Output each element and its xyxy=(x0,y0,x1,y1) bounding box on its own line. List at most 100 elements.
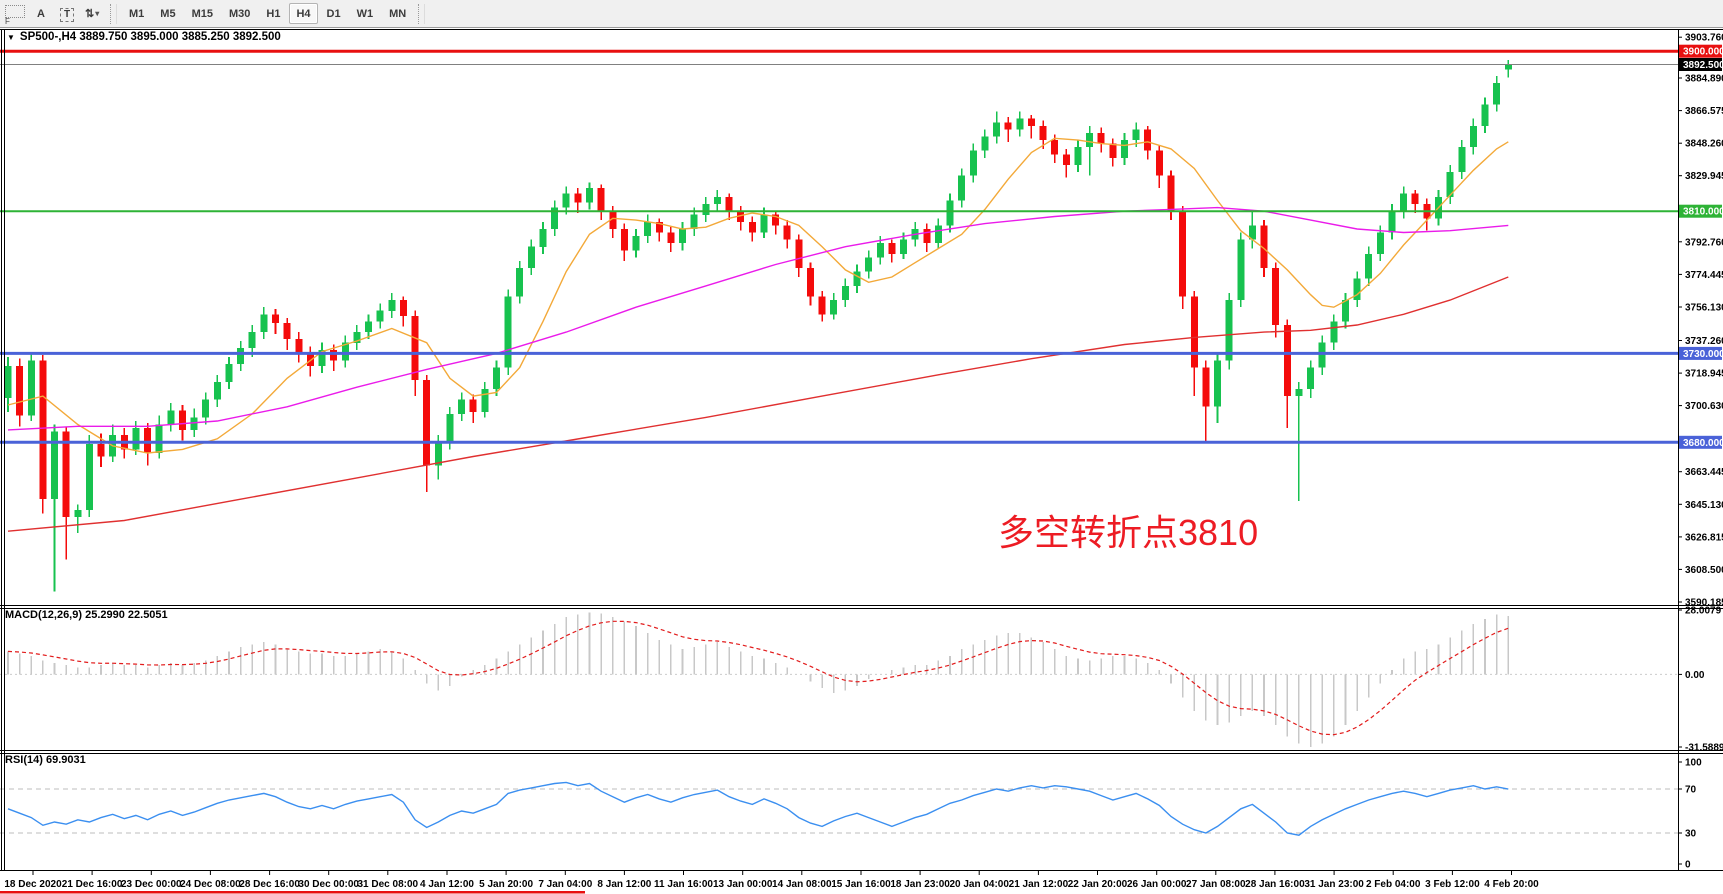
candle xyxy=(620,223,628,261)
annotate-text-button[interactable]: A xyxy=(29,3,53,25)
date-label: 18 Jan 23:00 xyxy=(890,879,950,890)
candle xyxy=(167,403,175,432)
candle xyxy=(795,234,803,277)
price-line-label-3892.5: 3892.500 xyxy=(1679,58,1723,71)
candle xyxy=(1027,115,1035,139)
macd-signal-line xyxy=(7,620,1509,736)
timeframe-button-m1[interactable]: M1 xyxy=(122,3,151,24)
date-label: 15 Jan 16:00 xyxy=(831,879,891,890)
candle xyxy=(1330,314,1338,350)
candle xyxy=(772,211,780,235)
candle xyxy=(458,392,466,421)
candle xyxy=(539,221,547,254)
candle xyxy=(783,220,791,249)
candle xyxy=(469,394,477,423)
candle xyxy=(586,182,593,210)
timeframe-button-m5[interactable]: M5 xyxy=(153,3,182,24)
candle xyxy=(725,193,733,221)
timeframe-button-h4[interactable]: H4 xyxy=(289,3,318,24)
candle xyxy=(1121,132,1128,165)
candle xyxy=(225,357,233,389)
candle xyxy=(1039,120,1047,149)
cursor-mode-button[interactable]: ⇅ ▾ xyxy=(81,3,105,25)
timeframe-button-d1[interactable]: D1 xyxy=(320,3,348,24)
candle xyxy=(62,426,70,560)
candle xyxy=(946,193,954,233)
timeframe-button-h1[interactable]: H1 xyxy=(259,3,287,24)
candle xyxy=(179,405,186,441)
price-axis[interactable]: 3903.760 3884.890 3866.575 3848.260 3829.945… xyxy=(1678,33,1723,871)
rsi-tick-label: 70 xyxy=(1685,785,1697,796)
date-label: 28 Jan 16:00 xyxy=(1245,879,1305,890)
text-label-button[interactable]: T xyxy=(55,3,79,25)
toolbar-separator xyxy=(418,3,426,24)
price-tick-label: 3848.260 xyxy=(1685,139,1723,150)
timeframe-button-mn[interactable]: MN xyxy=(382,3,413,24)
date-label: 23 Dec 00:00 xyxy=(121,879,182,890)
svg-text:3892.500: 3892.500 xyxy=(1683,60,1723,71)
date-label: 28 Dec 16:00 xyxy=(239,879,300,890)
date-label: 18 Dec 2020 xyxy=(4,879,62,890)
candle xyxy=(74,504,82,533)
candle xyxy=(934,218,942,249)
candle xyxy=(574,188,582,213)
timeframe-button-w1[interactable]: W1 xyxy=(350,3,381,24)
candle xyxy=(1493,76,1501,112)
candle xyxy=(1469,118,1477,155)
timeframe-button-m15[interactable]: M15 xyxy=(185,3,220,24)
date-label: 14 Jan 08:00 xyxy=(772,879,832,890)
date-label: 3 Feb 12:00 xyxy=(1425,879,1480,890)
candle xyxy=(679,221,686,251)
rsi-tick-label: 100 xyxy=(1685,758,1702,769)
candle xyxy=(318,342,326,373)
candle xyxy=(1086,125,1094,176)
candle xyxy=(737,205,745,231)
svg-text:3730.000: 3730.000 xyxy=(1683,349,1723,360)
svg-text:3810.000: 3810.000 xyxy=(1683,207,1723,218)
date-label: 24 Dec 08:00 xyxy=(180,879,241,890)
candle xyxy=(1458,140,1466,180)
price-line-label-3900: 3900.000 xyxy=(1679,44,1723,58)
price-line-label-3680: 3680.000 xyxy=(1679,435,1723,449)
candle xyxy=(16,358,24,427)
candle xyxy=(923,223,931,253)
ma-mid-line xyxy=(7,206,1509,431)
candle xyxy=(748,216,756,242)
candle xyxy=(388,293,396,318)
candle xyxy=(1400,186,1408,219)
macd-tick-label: 28.0079 xyxy=(1685,606,1722,617)
candle xyxy=(1446,164,1454,205)
candle xyxy=(632,229,640,258)
candle xyxy=(260,307,268,340)
candle xyxy=(202,392,210,425)
candle xyxy=(1097,127,1105,153)
candle xyxy=(888,239,896,263)
candle xyxy=(481,381,489,418)
date-label: 13 Jan 00:00 xyxy=(713,879,773,890)
candle xyxy=(1237,232,1245,308)
rsi-panel-surface[interactable] xyxy=(6,756,1678,866)
candle xyxy=(865,250,873,279)
candle xyxy=(853,264,861,293)
main-chart-surface[interactable] xyxy=(6,30,1678,605)
candle xyxy=(144,422,152,466)
price-tick-label: 3626.815 xyxy=(1685,532,1723,543)
macd-histogram xyxy=(7,612,1510,747)
toolbar-separator xyxy=(110,3,117,24)
candle xyxy=(597,184,605,221)
candle xyxy=(1109,138,1117,167)
candle xyxy=(562,186,570,215)
candle xyxy=(1190,291,1198,397)
macd-panel-surface[interactable] xyxy=(6,610,1678,747)
candle xyxy=(341,335,349,368)
date-label: 5 Jan 20:00 xyxy=(479,879,533,890)
price-tick-label: 3866.575 xyxy=(1685,106,1723,117)
date-label: 30 Dec 00:00 xyxy=(298,879,359,890)
date-label: 11 Jan 16:00 xyxy=(654,879,713,890)
timeframe-button-m30[interactable]: M30 xyxy=(222,3,257,24)
price-tick-label: 3663.445 xyxy=(1685,467,1723,478)
toolbar-grip[interactable]: F xyxy=(2,2,28,26)
candle xyxy=(993,111,1001,144)
date-label: 21 Dec 16:00 xyxy=(62,879,123,890)
